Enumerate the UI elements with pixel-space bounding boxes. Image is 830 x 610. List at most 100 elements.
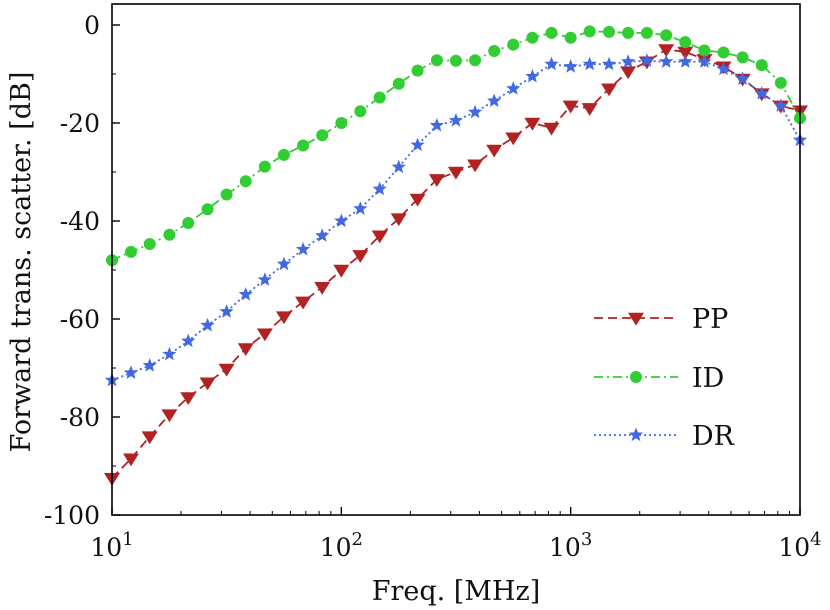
data-point-id [736, 51, 749, 64]
data-point-id [660, 29, 673, 42]
legend-label-dr: DR [692, 421, 735, 452]
data-point-id [583, 25, 596, 38]
data-point-pp [581, 103, 598, 116]
data-point-dr [506, 81, 521, 95]
data-point-pp [180, 392, 197, 405]
y-tick-label: -100 [44, 501, 100, 530]
y-tick-label: -80 [60, 403, 100, 432]
data-point-id [469, 54, 482, 67]
data-point-id [411, 64, 424, 77]
data-point-id [507, 38, 520, 51]
plot-frame [111, 3, 801, 516]
data-point-dr [123, 365, 139, 379]
data-point-dr [563, 59, 578, 73]
data-point-id [430, 54, 443, 67]
data-point-pp [237, 343, 254, 356]
data-point-dr [295, 241, 311, 256]
data-point-dr [315, 228, 330, 242]
data-point-pp [122, 453, 139, 467]
data-point-dr [487, 93, 502, 108]
data-point-dr [429, 117, 445, 132]
plot-area [112, 4, 800, 515]
data-point-pp [333, 264, 350, 278]
data-point-id [182, 216, 195, 229]
data-point-dr [353, 201, 368, 215]
y-tick-label: -20 [60, 109, 100, 138]
data-point-pp [275, 311, 292, 325]
data-point-dr [142, 358, 157, 372]
data-point-pp [524, 117, 541, 131]
data-point-id [335, 117, 348, 129]
data-point-dr [410, 137, 425, 152]
data-point-id [526, 31, 539, 44]
data-point-dr [754, 86, 769, 100]
data-point-id [316, 129, 329, 142]
legend-label-pp: PP [692, 304, 728, 335]
data-point-pp [390, 213, 407, 227]
data-point-pp [658, 44, 675, 58]
legend-marker-dr [628, 427, 644, 442]
data-point-dr [372, 181, 387, 196]
data-point-id [258, 160, 271, 173]
data-point-id [201, 203, 214, 216]
data-point-id [220, 188, 233, 201]
legend: PP ID DR [594, 304, 735, 452]
data-point-id [239, 175, 252, 188]
data-point-id [603, 25, 616, 38]
data-point-id [622, 26, 635, 39]
data-point-dr [162, 346, 177, 361]
y-tick-label: -40 [60, 207, 100, 236]
data-point-id [488, 44, 501, 57]
data-point-dr [219, 304, 234, 318]
data-point-id [373, 91, 386, 104]
data-point-pp [543, 122, 560, 136]
y-tick-label: -60 [60, 305, 100, 334]
data-point-id [392, 77, 405, 90]
data-point-id [545, 26, 558, 39]
data-point-pp [199, 377, 216, 391]
data-point-dr [467, 104, 483, 119]
data-point-id [124, 245, 137, 258]
data-point-id [297, 139, 310, 152]
data-point-dr [620, 54, 636, 68]
data-point-dr [276, 256, 292, 271]
data-point-id [755, 59, 768, 72]
data-point-dr [544, 56, 559, 71]
data-point-id [679, 36, 692, 49]
data-point-id [143, 238, 156, 251]
data-point-dr [391, 159, 406, 174]
data-point-pp [562, 100, 579, 114]
legend-marker-id [630, 371, 642, 383]
data-point-pp [467, 159, 484, 173]
data-point-pp [371, 230, 388, 244]
data-point-dr [200, 317, 215, 332]
data-point-pp [314, 281, 331, 295]
data-point-pp [620, 66, 637, 80]
data-point-dr [697, 54, 712, 68]
data-point-id [717, 46, 730, 59]
y-axis-label: Forward trans. scatter. [dB] [6, 72, 37, 453]
data-point-id [640, 26, 653, 39]
data-point-pp [601, 83, 618, 97]
data-point-dr [238, 287, 253, 301]
data-point-pp [161, 409, 178, 423]
x-tick-label: 104 [778, 529, 821, 562]
data-point-dr [678, 54, 693, 68]
data-point-pp [409, 193, 426, 207]
data-point-pp [141, 431, 158, 445]
data-point-dr [448, 113, 464, 127]
data-point-dr [716, 61, 731, 76]
x-axis-label: Freq. [MHz] [372, 576, 541, 607]
data-point-pp [428, 174, 445, 187]
data-point-dr [334, 213, 349, 228]
data-point-dr [257, 272, 272, 286]
data-point-pp [218, 363, 235, 377]
data-point-pp [295, 296, 312, 310]
data-point-dr [601, 56, 617, 71]
legend-label-id: ID [692, 363, 724, 394]
data-point-pp [256, 328, 273, 342]
legend-marker-pp [628, 312, 644, 326]
axis-ticks: 101 102 103 104 0 -20 -40 -60 -80 -100 [44, 11, 822, 562]
data-point-pp [447, 166, 464, 180]
